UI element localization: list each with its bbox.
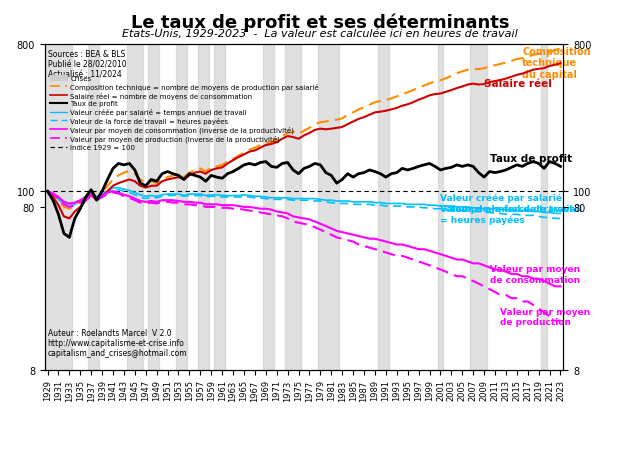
Text: Auteur : Roelandts Marcel  V 2.0
http://www.capitalisme-et-crise.info
capitalism: Auteur : Roelandts Marcel V 2.0 http://w… xyxy=(47,328,187,358)
Bar xyxy=(88,45,99,370)
Bar xyxy=(214,45,225,370)
Text: Sources : BEA & BLS
Publié le 28/02/2010
Actualisé : 11/2024: Sources : BEA & BLS Publié le 28/02/2010… xyxy=(47,50,126,79)
Bar xyxy=(127,45,143,370)
Bar xyxy=(45,45,72,370)
Text: Taux de profit: Taux de profit xyxy=(490,154,572,164)
Bar xyxy=(263,45,274,370)
Bar xyxy=(541,45,547,370)
Text: Valeur par moyen
de production: Valeur par moyen de production xyxy=(500,307,591,327)
Text: Valeur créée par salarié
= temps annuel de travail: Valeur créée par salarié = temps annuel … xyxy=(440,193,573,213)
Bar xyxy=(285,45,301,370)
Text: Valeur de la force de travail
= heures payées: Valeur de la force de travail = heures p… xyxy=(440,205,582,225)
Bar xyxy=(176,45,187,370)
Bar xyxy=(438,45,443,370)
Text: Salaire réel: Salaire réel xyxy=(484,79,552,89)
Bar xyxy=(378,45,388,370)
Bar xyxy=(317,45,339,370)
Bar xyxy=(470,45,487,370)
Legend: Crises, Composition technique = nombre de moyens de production par salarié, Sala: Crises, Composition technique = nombre d… xyxy=(48,74,321,152)
Text: Valeur par moyen
de consommation: Valeur par moyen de consommation xyxy=(490,265,580,284)
Bar xyxy=(148,45,159,370)
Text: Le taux de profit et ses déterminants: Le taux de profit et ses déterminants xyxy=(131,14,509,32)
Text: Composition
technique
du capital: Composition technique du capital xyxy=(522,46,591,80)
Bar xyxy=(198,45,209,370)
Text: Etats-Unis, 1929-2023  -  La valeur est calculée ici en heures de travail: Etats-Unis, 1929-2023 - La valeur est ca… xyxy=(122,29,518,39)
